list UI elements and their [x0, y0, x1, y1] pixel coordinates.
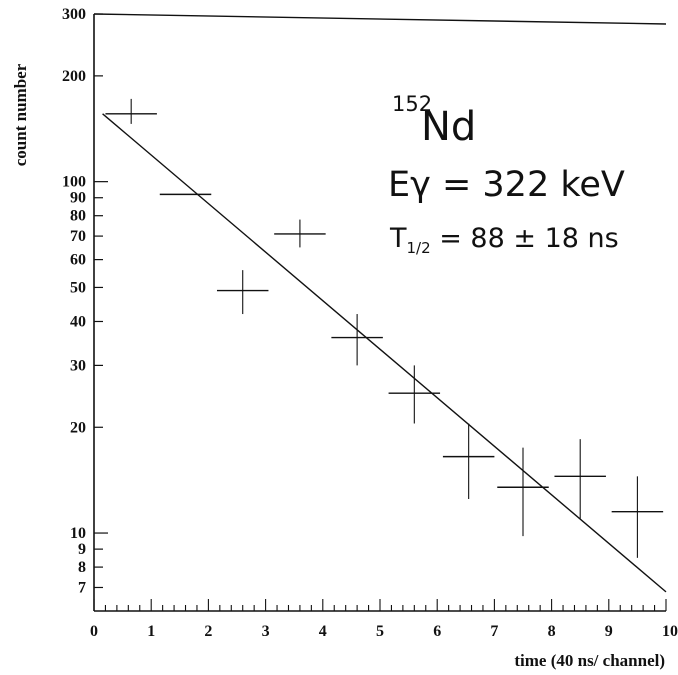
y-tick-label: 8: [78, 559, 86, 576]
x-axis-label: time (40 ns/ channel): [514, 651, 665, 670]
halflife-value: = 88 ± 18 ns: [431, 223, 619, 254]
isotope-symbol-label: Nd: [421, 104, 476, 150]
gamma-energy-label: Eγ = 322 keV: [388, 165, 625, 205]
x-axis-ticks: 0 1 2 3 4 5 6 7 8 9 10: [90, 599, 678, 640]
y-tick-label: 40: [70, 313, 86, 330]
halflife-subscript: 1/2: [407, 239, 431, 257]
x-tick-label: 8: [548, 623, 556, 640]
exponential-fit-line: [102, 113, 667, 593]
plot-frame: [93, 13, 667, 612]
x-tick-label: 2: [204, 623, 212, 640]
x-tick-label: 0: [90, 623, 98, 640]
x-tick-label: 4: [319, 623, 327, 640]
y-tick-label: 30: [70, 357, 86, 374]
data-point: [105, 98, 157, 124]
x-tick-label: 6: [433, 623, 441, 640]
top-border-line: [93, 13, 667, 25]
y-tick-label: 7: [78, 579, 86, 596]
data-points-layer: [105, 98, 664, 558]
data-point: [442, 423, 495, 499]
y-axis-label: count number: [11, 63, 30, 166]
data-point: [331, 314, 383, 366]
isotope-mass-label: 152: [392, 92, 432, 116]
y-tick-label: 9: [78, 541, 86, 558]
x-tick-label: 7: [490, 623, 498, 640]
halflife-prefix: T: [389, 223, 407, 254]
y-tick-label: 50: [70, 279, 86, 296]
halflife-label: T1/2 = 88 ± 18 ns: [389, 223, 619, 257]
y-tick-label: 70: [70, 228, 86, 245]
y-tick-label: 90: [70, 190, 86, 207]
x-tick-label: 10: [662, 623, 678, 640]
y-tick-label: 20: [70, 419, 86, 436]
y-tick-label: 300: [62, 6, 86, 23]
fit-line-layer: [102, 113, 667, 593]
y-tick-label: 60: [70, 252, 86, 269]
data-point: [554, 439, 606, 519]
data-point: [388, 365, 441, 424]
x-tick-label: 9: [605, 623, 613, 640]
y-tick-label: 80: [70, 208, 86, 225]
data-point: [497, 447, 549, 537]
y-tick-label: 10: [70, 525, 86, 542]
y-tick-label: 100: [62, 174, 86, 191]
x-tick-label: 3: [262, 623, 270, 640]
data-point: [216, 270, 269, 315]
x-tick-label: 5: [376, 623, 384, 640]
x-tick-label: 1: [147, 623, 155, 640]
y-tick-label: 200: [62, 68, 86, 85]
data-point: [611, 476, 664, 558]
data-point: [274, 219, 326, 248]
